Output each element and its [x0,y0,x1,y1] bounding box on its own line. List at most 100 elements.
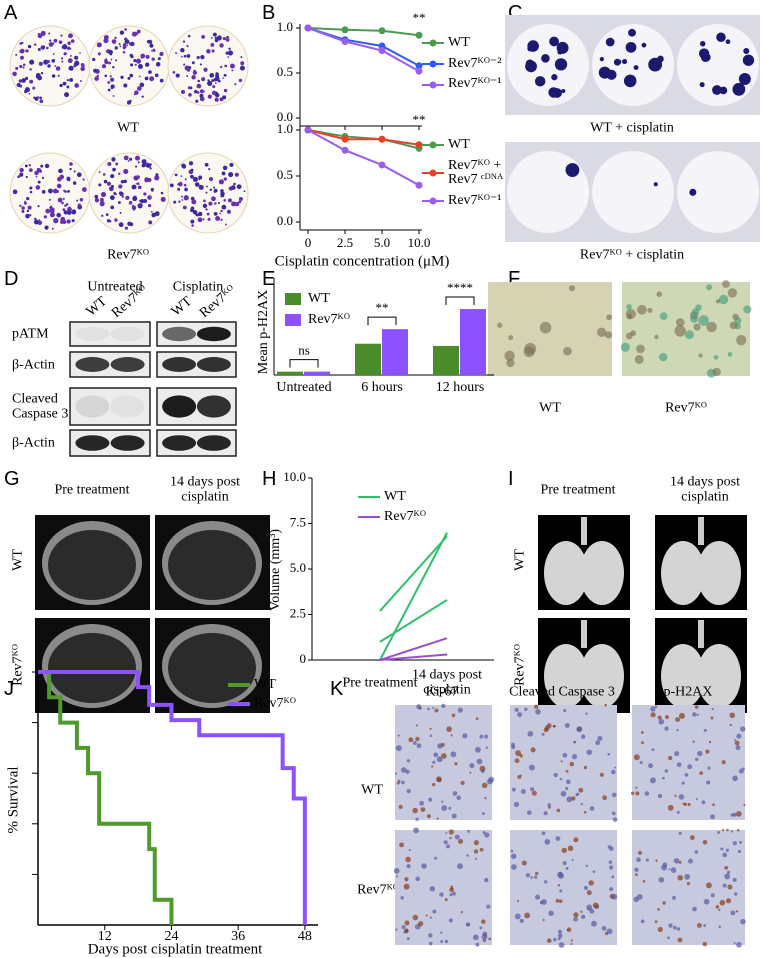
colony [206,49,211,54]
cell [566,796,573,803]
x-axis-label: Days post cisplatin treatment [88,941,263,957]
cell [401,925,406,930]
colony [12,71,17,77]
colony [45,208,51,214]
colony [214,97,219,102]
colony [178,181,183,187]
colony [104,60,109,65]
x-tick-label: 6 hours [361,380,403,395]
colony [238,78,243,83]
cell [692,906,697,912]
colony [37,48,41,51]
data-point [415,181,423,189]
colony [184,187,188,192]
row-label: WT [512,549,528,571]
colony [94,76,99,81]
colony [92,57,96,62]
cell [644,791,650,796]
cell [736,941,742,948]
colony [188,66,192,70]
colony [207,80,213,87]
y-tick-label: 1.0 [277,19,293,34]
cell [406,759,411,763]
colony [27,205,32,210]
cell [565,867,569,871]
blot-band [110,435,145,451]
cell [428,797,433,802]
colony [188,161,194,166]
cell [510,853,517,859]
colony [48,32,51,35]
cell [640,919,645,924]
cell [474,857,477,860]
colony [191,61,195,65]
cell [613,766,616,769]
colony [122,47,126,50]
row-label: Cleaved Caspase 3 [12,391,69,422]
colony [19,167,24,173]
colony [79,80,82,82]
cell [441,703,446,709]
colony [132,196,138,202]
cell [427,707,430,711]
colony [120,75,124,79]
colony [184,178,187,181]
cell [604,331,613,339]
cell [706,284,713,291]
cell [599,772,604,777]
cell [530,787,535,792]
colony [58,168,63,174]
cell [733,942,736,945]
blot-band [196,395,231,418]
blot-image [69,429,151,457]
legend-swatch [228,683,250,688]
colony [203,67,208,72]
x-tick-label: 14 days post cisplatin [412,667,482,698]
cell [611,893,618,900]
colony [207,217,211,221]
cell [659,312,668,321]
cell [608,860,613,864]
cell [571,796,576,801]
render-trachea [581,517,587,545]
legend-marker [429,169,437,177]
legend-swatch [228,702,250,707]
cell [642,880,646,883]
colony [15,53,18,56]
cell [611,875,615,879]
colony [42,45,46,49]
cell [655,859,658,862]
column-label: Ki-67 [425,684,459,700]
legend-label: Rev7ᴷᴼ [254,695,296,711]
colony [190,219,195,224]
colony [725,39,731,45]
significance-label: ns [298,343,310,358]
colony [641,42,647,48]
cell [524,707,528,711]
bar [382,329,408,375]
colony [180,175,183,178]
colony [177,187,181,191]
cell [566,927,572,932]
legend-item: Rev7ᴷᴼ⁻² [422,56,514,72]
colony [149,43,154,48]
colony [196,83,202,89]
image-label: Rev7ᴷᴼ + cisplatin [579,247,685,263]
colony [227,56,230,58]
ihc-background [510,830,617,945]
colony [118,201,121,204]
cell [592,902,599,909]
colony [48,42,54,47]
colony [98,171,101,173]
cell [472,934,479,941]
colony [135,58,142,64]
render-trachea [698,620,704,648]
ihc-image [510,703,618,822]
cell [484,796,487,800]
colony [25,175,28,179]
y-tick-label: 0.0 [277,109,293,124]
colony [180,55,183,58]
cell [589,806,595,811]
cell [557,871,564,878]
cell [451,713,456,718]
